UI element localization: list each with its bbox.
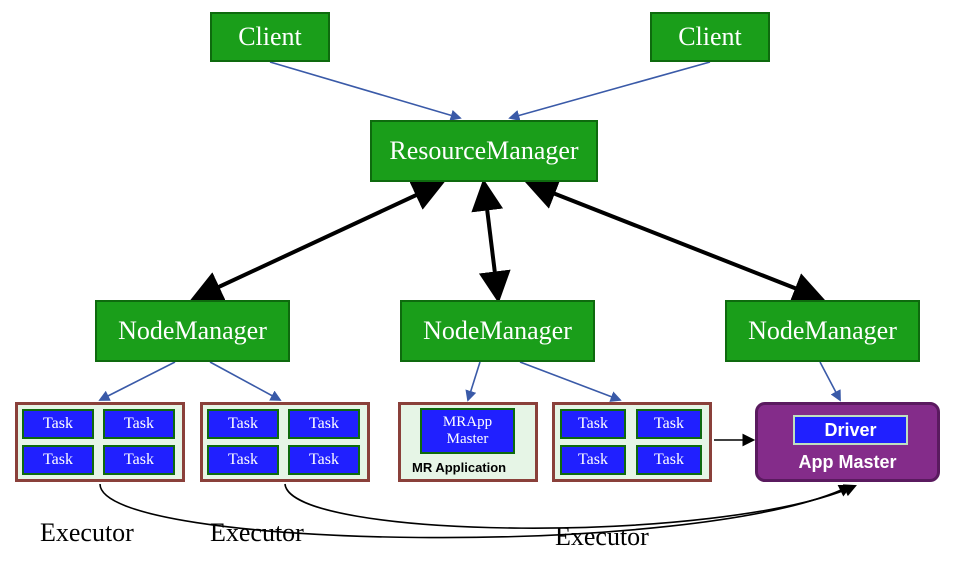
task-box: Task: [560, 409, 626, 439]
client-node-1: Client: [210, 12, 330, 62]
task-box: Task: [22, 445, 94, 475]
executor-label-2: Executor: [210, 518, 304, 548]
mrapp-master-box: MRApp Master: [420, 408, 515, 454]
task-box: Task: [288, 445, 360, 475]
edge-rm-nm3: [530, 184, 820, 298]
mr-application-caption: MR Application: [412, 460, 506, 475]
edge-nm3-am: [820, 362, 840, 400]
node-manager-1: NodeManager: [95, 300, 290, 362]
edge-nm1-e1: [100, 362, 175, 400]
edge-nm2-e3: [520, 362, 620, 400]
driver-box: Driver: [793, 415, 908, 445]
node-manager-2-label: NodeManager: [423, 316, 572, 346]
resource-manager-label: ResourceManager: [389, 136, 578, 166]
node-manager-3-label: NodeManager: [748, 316, 897, 346]
edge-c1-rm: [270, 62, 460, 118]
client-2-label: Client: [678, 22, 742, 52]
edge-c2-rm: [510, 62, 710, 118]
edge-nm2-mr: [468, 362, 480, 400]
executor-label-3: Executor: [555, 522, 649, 552]
resource-manager-node: ResourceManager: [370, 120, 598, 182]
node-manager-3: NodeManager: [725, 300, 920, 362]
node-manager-1-label: NodeManager: [118, 316, 267, 346]
edge-rm-nm2: [484, 184, 498, 298]
driver-label: Driver: [824, 420, 876, 441]
mrapp-master-label: MRApp Master: [443, 414, 492, 448]
app-master-label: App Master: [758, 452, 937, 473]
client-1-label: Client: [238, 22, 302, 52]
node-manager-2: NodeManager: [400, 300, 595, 362]
task-box: Task: [636, 409, 702, 439]
task-box: Task: [288, 409, 360, 439]
task-box: Task: [103, 445, 175, 475]
edges-layer: [0, 0, 970, 574]
app-master-container: Driver App Master: [755, 402, 940, 482]
task-box: Task: [207, 409, 279, 439]
task-box: Task: [22, 409, 94, 439]
executor-label-1: Executor: [40, 518, 134, 548]
task-box: Task: [103, 409, 175, 439]
edge-rm-nm1: [195, 184, 440, 298]
task-box: Task: [636, 445, 702, 475]
client-node-2: Client: [650, 12, 770, 62]
edge-nm1-e2: [210, 362, 280, 400]
task-box: Task: [207, 445, 279, 475]
diagram-canvas: Client Client ResourceManager NodeManage…: [0, 0, 970, 574]
task-box: Task: [560, 445, 626, 475]
